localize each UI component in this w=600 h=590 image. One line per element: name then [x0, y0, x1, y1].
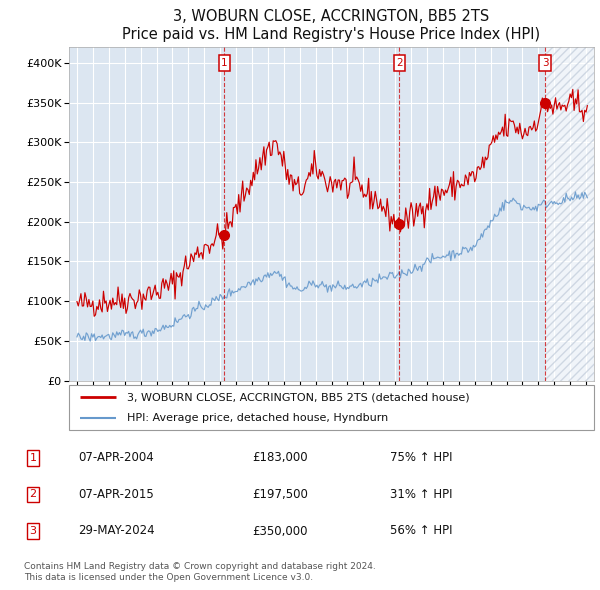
FancyBboxPatch shape: [69, 385, 594, 430]
Text: Contains HM Land Registry data © Crown copyright and database right 2024.
This d: Contains HM Land Registry data © Crown c…: [24, 562, 376, 582]
Text: £197,500: £197,500: [252, 488, 308, 501]
Text: £183,000: £183,000: [252, 451, 308, 464]
Text: 75% ↑ HPI: 75% ↑ HPI: [390, 451, 452, 464]
Text: 2: 2: [29, 490, 37, 499]
Text: 3: 3: [542, 58, 548, 68]
Text: 07-APR-2004: 07-APR-2004: [78, 451, 154, 464]
Text: HPI: Average price, detached house, Hyndburn: HPI: Average price, detached house, Hynd…: [127, 412, 388, 422]
Text: 31% ↑ HPI: 31% ↑ HPI: [390, 488, 452, 501]
Text: 07-APR-2015: 07-APR-2015: [78, 488, 154, 501]
Text: 1: 1: [221, 58, 228, 68]
Text: 3: 3: [29, 526, 37, 536]
Text: 56% ↑ HPI: 56% ↑ HPI: [390, 525, 452, 537]
Text: £350,000: £350,000: [252, 525, 308, 537]
Text: 1: 1: [29, 453, 37, 463]
Text: 29-MAY-2024: 29-MAY-2024: [78, 525, 155, 537]
Text: 2: 2: [396, 58, 403, 68]
Title: 3, WOBURN CLOSE, ACCRINGTON, BB5 2TS
Price paid vs. HM Land Registry's House Pri: 3, WOBURN CLOSE, ACCRINGTON, BB5 2TS Pri…: [122, 9, 541, 42]
Text: 3, WOBURN CLOSE, ACCRINGTON, BB5 2TS (detached house): 3, WOBURN CLOSE, ACCRINGTON, BB5 2TS (de…: [127, 392, 469, 402]
